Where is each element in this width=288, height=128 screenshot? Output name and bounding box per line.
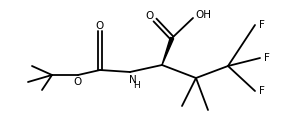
Text: O: O	[146, 11, 154, 21]
Text: O: O	[74, 77, 82, 87]
Text: N: N	[129, 75, 137, 85]
Text: F: F	[259, 86, 265, 96]
Polygon shape	[162, 37, 174, 65]
Text: O: O	[96, 21, 104, 31]
Text: OH: OH	[195, 10, 211, 20]
Text: F: F	[264, 53, 270, 63]
Text: F: F	[259, 20, 265, 30]
Text: H: H	[134, 82, 140, 90]
